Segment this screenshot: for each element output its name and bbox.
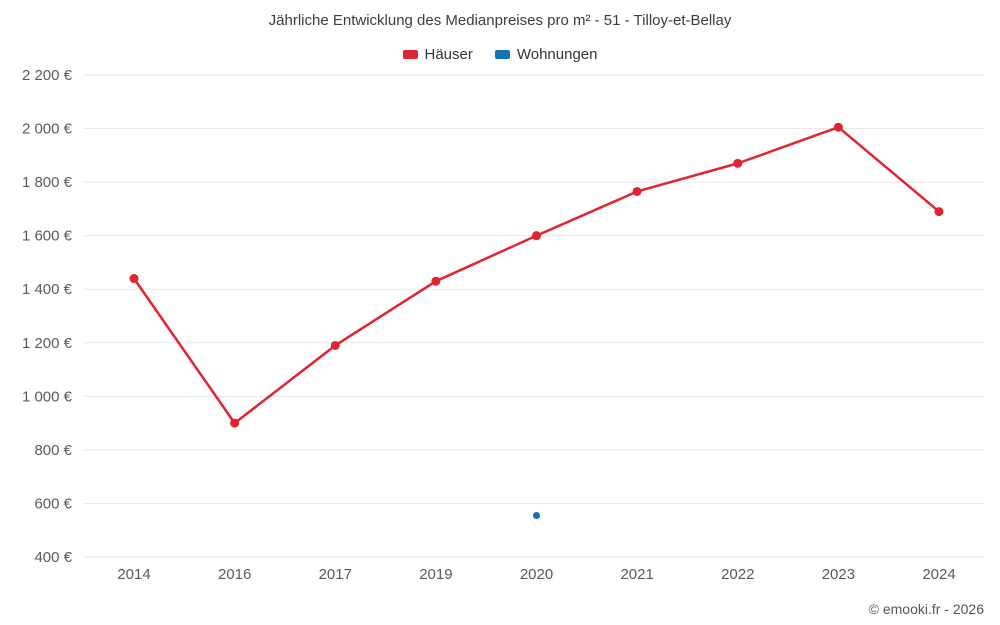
y-axis-tick-label: 800 € [34,442,72,459]
x-axis-tick-label: 2014 [117,566,150,583]
x-axis-tick-label: 2017 [319,566,352,583]
data-point[interactable] [934,207,944,217]
copyright: © emooki.fr - 2026 [868,601,984,617]
y-axis-tick-label: 600 € [34,495,72,512]
x-axis-tick-label: 2019 [419,566,452,583]
x-axis-tick-label: 2021 [620,566,653,583]
data-point[interactable] [330,340,340,350]
wohnungen-series-swatch-icon [494,50,510,59]
data-point[interactable] [632,186,642,196]
x-axis-tick-label: 2024 [922,566,955,583]
data-point[interactable] [230,418,240,428]
legend-item-wohnungen[interactable]: Wohnungen [494,46,598,63]
y-axis-tick-label: 1 400 € [22,281,73,298]
legend: Häuser Wohnungen [0,46,1000,63]
x-axis-tick-label: 2023 [822,566,855,583]
y-axis-tick-label: 400 € [34,549,72,566]
legend-item-haeuser[interactable]: Häuser [402,46,473,63]
y-axis-tick-label: 1 200 € [22,335,73,352]
data-point[interactable] [833,122,843,132]
x-axis-tick-label: 2022 [721,566,754,583]
haeuser-series-swatch-icon [402,50,418,59]
y-axis-tick-label: 1 800 € [22,174,73,191]
legend-label-haeuser: Häuser [424,46,473,63]
data-point[interactable] [431,276,441,286]
data-point[interactable] [533,511,540,519]
x-axis-tick-label: 2020 [520,566,553,583]
y-axis-tick-label: 2 000 € [22,121,73,138]
y-axis-tick-label: 2 200 € [22,67,73,84]
data-point[interactable] [532,231,541,241]
legend-label-wohnungen: Wohnungen [516,46,598,63]
y-axis-tick-label: 1 600 € [22,228,73,245]
x-axis-tick-label: 2016 [218,566,251,583]
data-point[interactable] [733,158,743,168]
y-axis-tick-label: 1 000 € [22,388,73,405]
data-point[interactable] [129,274,139,284]
chart-title: Jährliche Entwicklung des Medianpreises … [268,12,732,29]
series-line-0 [132,125,941,425]
